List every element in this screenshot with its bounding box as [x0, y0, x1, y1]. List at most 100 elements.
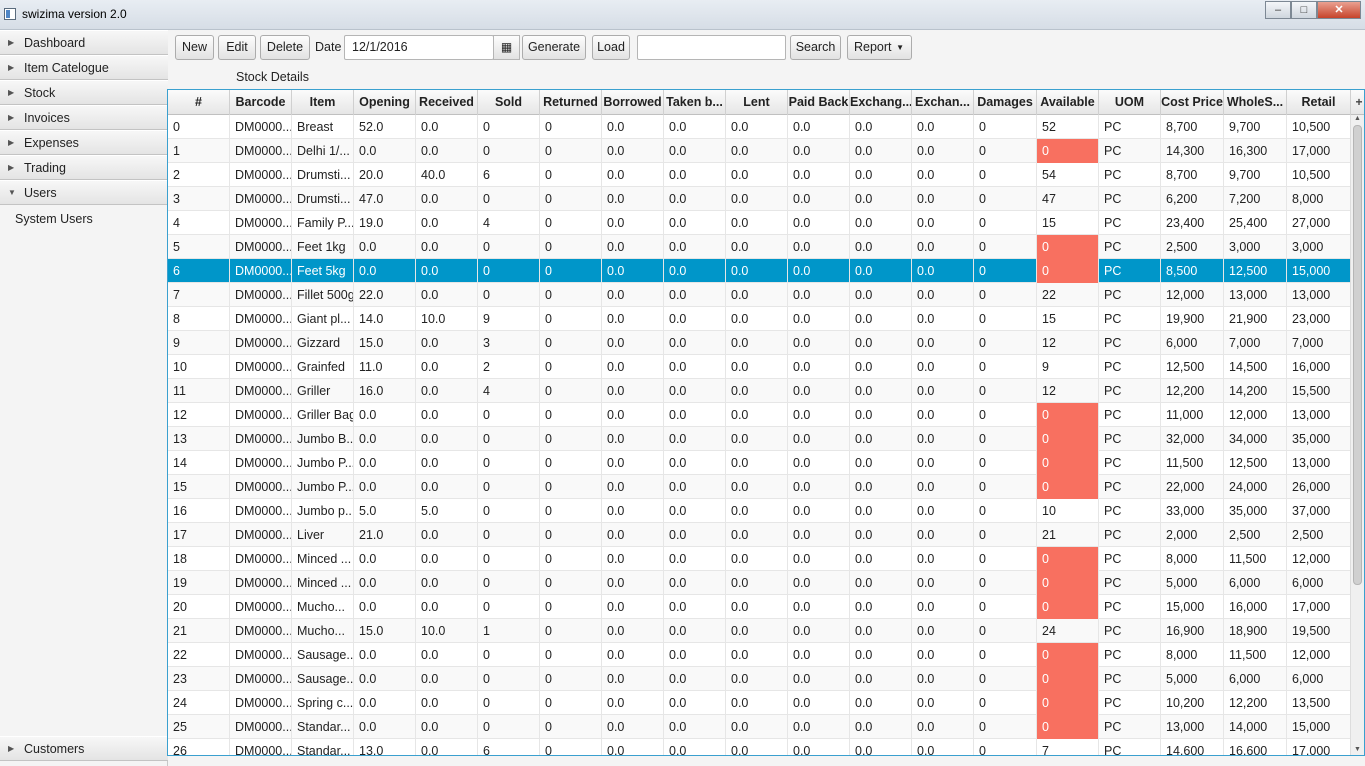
column-header[interactable]: UOM — [1099, 90, 1161, 115]
table-cell: 0.0 — [726, 331, 788, 355]
table-row[interactable]: 2 DM0000... Drumsti... 20.0 40.0 6 0 0.0 0.0 0.0 0… — [168, 163, 1352, 187]
sidebar-item-invoices[interactable]: ▶ Invoices — [0, 105, 168, 130]
table-row[interactable]: 8 DM0000... Giant pl... 14.0 10.0 9 0 0.0 0.0 0.0… — [168, 307, 1352, 331]
column-header[interactable]: Cost Price — [1161, 90, 1224, 115]
table-row[interactable]: 3 DM0000... Drumsti... 47.0 0.0 0 0 0.0 0.0 0.0 0.… — [168, 187, 1352, 211]
table-row[interactable]: 9 DM0000... Gizzard 15.0 0.0 3 0 0.0 0.0 0.0 0.0 0.… — [168, 331, 1352, 355]
date-field[interactable]: 12/1/2016 — [344, 35, 494, 60]
table-row[interactable]: 22 DM0000... Sausage... 0.0 0.0 0 0 0.0 0.0 0.0 0.… — [168, 643, 1352, 667]
sidebar-subitem-system-users[interactable]: System Users — [15, 212, 93, 226]
column-header[interactable]: WholeS... — [1224, 90, 1287, 115]
minimize-icon[interactable]: – — [1265, 1, 1291, 19]
edit-button[interactable]: Edit — [218, 35, 256, 60]
table-cell: 0.0 — [602, 451, 664, 475]
table-row[interactable]: 0 DM0000... Breast 52.0 0.0 0 0 0.0 0.0 0.0 0.0 0.0… — [168, 115, 1352, 139]
table-cell: 0.0 — [726, 163, 788, 187]
column-header[interactable]: Retail — [1287, 90, 1351, 115]
table-row[interactable]: 11 DM0000... Griller 16.0 0.0 4 0 0.0 0.0 0.0 0.0 0… — [168, 379, 1352, 403]
table-cell: 0.0 — [602, 715, 664, 739]
table-cell: DM0000... — [230, 163, 292, 187]
scrollbar-thumb[interactable] — [1353, 125, 1362, 585]
table-cell: Giant pl... — [292, 307, 354, 331]
column-header[interactable]: Sold — [478, 90, 540, 115]
new-button[interactable]: New — [175, 35, 214, 60]
table-cell: 0.0 — [354, 475, 416, 499]
scroll-up-icon[interactable]: ▲ — [1354, 115, 1361, 122]
table-row[interactable]: 21 DM0000... Mucho... 15.0 10.0 1 0 0.0 0.0 0.0 0.… — [168, 619, 1352, 643]
table-cell: 10 — [1037, 499, 1099, 523]
table-row[interactable]: 5 DM0000... Feet 1kg 0.0 0.0 0 0 0.0 0.0 0.0 0.0 0.… — [168, 235, 1352, 259]
table-cell: 0.0 — [912, 211, 974, 235]
table-row[interactable]: 26 DM0000... Standar... 13.0 0.0 6 0 0.0 0.0 0.0 0… — [168, 739, 1352, 755]
column-header[interactable]: Item — [292, 90, 354, 115]
table-row[interactable]: 25 DM0000... Standar... 0.0 0.0 0 0 0.0 0.0 0.0 0.… — [168, 715, 1352, 739]
load-button[interactable]: Load — [592, 35, 630, 60]
table-row[interactable]: 12 DM0000... Griller Bag 0.0 0.0 0 0 0.0 0.0 0.0 0… — [168, 403, 1352, 427]
column-header[interactable]: Exchan... — [912, 90, 974, 115]
vertical-scrollbar[interactable]: ▲ ▼ — [1350, 115, 1364, 755]
generate-button[interactable]: Generate — [522, 35, 586, 60]
column-header[interactable]: Opening — [354, 90, 416, 115]
table-row[interactable]: 18 DM0000... Minced ... 0.0 0.0 0 0 0.0 0.0 0.0 0.… — [168, 547, 1352, 571]
table-row[interactable]: 24 DM0000... Spring c... 0.0 0.0 0 0 0.0 0.0 0.0 0… — [168, 691, 1352, 715]
table-row[interactable]: 20 DM0000... Mucho... 0.0 0.0 0 0 0.0 0.0 0.0 0.0 0… — [168, 595, 1352, 619]
table-cell: 7 — [1037, 739, 1099, 755]
table-row[interactable]: 7 DM0000... Fillet 500g 22.0 0.0 0 0 0.0 0.0 0.0 0… — [168, 283, 1352, 307]
column-header[interactable]: Borrowed — [602, 90, 664, 115]
sidebar-item-item-catelogue[interactable]: ▶ Item Catelogue — [0, 55, 168, 80]
table-row[interactable]: 1 DM0000... Delhi 1/... 0.0 0.0 0 0 0.0 0.0 0.0 0.… — [168, 139, 1352, 163]
table-cell: DM0000... — [230, 451, 292, 475]
table-cell: 10 — [168, 355, 230, 379]
close-icon[interactable]: ✕ — [1317, 1, 1361, 19]
sidebar-item-users[interactable]: ▼ Users — [0, 180, 168, 205]
table-cell: 0 — [1037, 475, 1099, 499]
table-row[interactable]: 23 DM0000... Sausage... 0.0 0.0 0 0 0.0 0.0 0.0 0.… — [168, 667, 1352, 691]
column-header[interactable]: Received — [416, 90, 478, 115]
column-header[interactable]: # — [168, 90, 230, 115]
maximize-icon[interactable]: □ — [1291, 1, 1317, 19]
sidebar-item-stock[interactable]: ▶ Stock — [0, 80, 168, 105]
table-row[interactable]: 17 DM0000... Liver 21.0 0.0 0 0 0.0 0.0 0.0 0.0 0.0… — [168, 523, 1352, 547]
table-cell: 15,500 — [1287, 379, 1351, 403]
table-cell: 0 — [478, 499, 540, 523]
table-row[interactable]: 14 DM0000... Jumbo P... 0.0 0.0 0 0 0.0 0.0 0.0 0.… — [168, 451, 1352, 475]
column-header[interactable]: Taken b... — [664, 90, 726, 115]
table-cell: PC — [1099, 379, 1161, 403]
table-cell: 0.0 — [354, 259, 416, 283]
calendar-icon[interactable]: ▦ — [493, 35, 520, 60]
column-header[interactable]: Returned — [540, 90, 602, 115]
table-cell: Breast — [292, 115, 354, 139]
sidebar-item-dashboard[interactable]: ▶ Dashboard — [0, 30, 168, 55]
table-row[interactable]: 15 DM0000... Jumbo P... 0.0 0.0 0 0 0.0 0.0 0.0 0.… — [168, 475, 1352, 499]
table-cell: 0.0 — [664, 691, 726, 715]
column-header[interactable]: Barcode — [230, 90, 292, 115]
sidebar-item-customers[interactable]: ▶ Customers — [0, 736, 168, 761]
table-cell: 0.0 — [354, 715, 416, 739]
column-header[interactable]: Exchang... — [850, 90, 912, 115]
table-cell: 8,700 — [1161, 163, 1224, 187]
table-row[interactable]: 19 DM0000... Minced ... 0.0 0.0 0 0 0.0 0.0 0.0 0.… — [168, 571, 1352, 595]
search-button[interactable]: Search — [790, 35, 841, 60]
table-cell: 0.0 — [416, 187, 478, 211]
column-header[interactable]: Lent — [726, 90, 788, 115]
table-row[interactable]: 6 DM0000... Feet 5kg 0.0 0.0 0 0 0.0 0.0 0.0 0.0 0.… — [168, 259, 1352, 283]
table-cell: PC — [1099, 643, 1161, 667]
column-header[interactable]: Damages — [974, 90, 1037, 115]
table-row[interactable]: 16 DM0000... Jumbo p... 5.0 5.0 0 0 0.0 0.0 0.0 0.… — [168, 499, 1352, 523]
table-cell: 0 — [478, 547, 540, 571]
table-cell: 6,000 — [1224, 667, 1287, 691]
scroll-down-icon[interactable]: ▼ — [1354, 746, 1361, 753]
column-header[interactable]: Paid Back — [788, 90, 850, 115]
delete-button[interactable]: Delete — [260, 35, 310, 60]
report-button[interactable]: Report ▼ — [847, 35, 912, 60]
sidebar-item-expenses[interactable]: ▶ Expenses — [0, 130, 168, 155]
column-header[interactable]: Available — [1037, 90, 1099, 115]
table-cell: PC — [1099, 115, 1161, 139]
sidebar-item-trading[interactable]: ▶ Trading — [0, 155, 168, 180]
search-input[interactable] — [637, 35, 786, 60]
table-row[interactable]: 13 DM0000... Jumbo B... 0.0 0.0 0 0 0.0 0.0 0.0 0.… — [168, 427, 1352, 451]
add-column-icon[interactable]: + — [1355, 95, 1363, 109]
table-row[interactable]: 4 DM0000... Family P... 19.0 0.0 4 0 0.0 0.0 0.0 0… — [168, 211, 1352, 235]
table-row[interactable]: 10 DM0000... Grainfed 11.0 0.0 2 0 0.0 0.0 0.0 0.0… — [168, 355, 1352, 379]
table-cell: 14,500 — [1224, 355, 1287, 379]
